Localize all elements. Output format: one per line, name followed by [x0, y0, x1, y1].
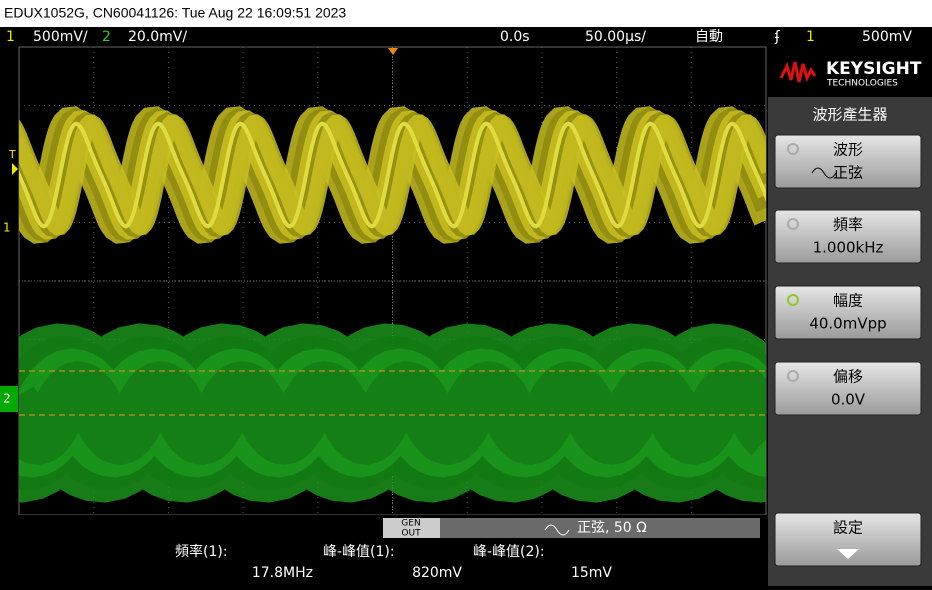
ch2-ground-marker: 2 [3, 392, 11, 406]
logo-area [768, 47, 932, 97]
gen-status: 正弦, 50 Ω [577, 520, 647, 536]
softkey[interactable] [774, 209, 922, 264]
softkey[interactable] [774, 512, 922, 567]
ch2-trace [19, 361, 766, 465]
softkey-label: 幅度 [833, 292, 863, 310]
ch1-trace [19, 121, 766, 229]
ch1-trace [19, 114, 766, 236]
knob-icon [787, 218, 799, 230]
measurement-value: 15mV [571, 565, 612, 581]
waveforms [19, 106, 766, 503]
gen-badge-bottom: OUT [401, 529, 421, 539]
sine-icon [544, 524, 570, 536]
timebase: 50.00µs/ [585, 29, 646, 45]
ch2-marker-box [0, 386, 18, 412]
trigger-arrow [12, 163, 18, 175]
knob-icon [787, 143, 799, 155]
measurement-value: 820mV [412, 565, 462, 581]
menu-title: 波形產生器 [812, 106, 887, 124]
knob-icon [787, 294, 799, 306]
ch1-num: 1 [6, 29, 15, 45]
trigger-level-marker: T [8, 148, 16, 161]
softkey[interactable] [774, 285, 922, 340]
softkey-label: 波形 [833, 141, 863, 159]
softkey-label: 偏移 [833, 368, 863, 386]
header-bar [0, 0, 932, 27]
ch2-num: 2 [102, 29, 111, 45]
softkey-value: 0.0V [831, 391, 866, 409]
ch2-scale: 20.0mV/ [128, 29, 187, 45]
logo-wave [779, 61, 817, 83]
gen-status-bar [440, 518, 760, 538]
measurements: 頻率(1): 17.8MHz 峰-峰值(1): 820mV 峰-峰值(2): 15mV [175, 543, 612, 581]
delay: 0.0s [500, 29, 530, 45]
measurement-label: 峰-峰值(1): [323, 544, 395, 560]
ch1-scale: 500mV/ [33, 29, 88, 45]
softkey-label: 頻率 [833, 216, 863, 234]
measurement-label: 峰-峰值(2): [473, 544, 545, 560]
trigger-slope: ʄ [774, 29, 780, 45]
softkey-value: 正弦 [833, 164, 863, 182]
status-bar [0, 27, 932, 47]
measurement-label: 頻率(1): [175, 543, 228, 560]
down-arrow [837, 549, 859, 559]
gen-badge-top: GEN [401, 519, 420, 529]
trigger-level: 500mV [862, 29, 912, 45]
ch1-ground-marker: 1 [3, 221, 11, 235]
header-title: EDUX1052G, CN60041126: Tue Aug 22 16:09:… [4, 5, 346, 21]
brand-name: KEYSIGHT [826, 59, 922, 79]
trigger-source: 1 [806, 29, 815, 45]
measurement-value: 17.8MHz [252, 565, 313, 581]
softkey-value: 40.0mVpp [809, 315, 886, 333]
brand-sub: TECHNOLOGIES [826, 79, 898, 89]
softkey-label: 設定 [833, 519, 863, 537]
trigger-mode: 自動 [695, 29, 723, 45]
gen-out-badge [383, 518, 440, 538]
softkey[interactable] [774, 134, 922, 189]
sine-icon [811, 167, 837, 179]
trigger-position-marker [388, 48, 398, 55]
softkey-value: 1.000kHz [813, 239, 884, 257]
softkey[interactable] [774, 361, 922, 416]
knob-icon [787, 370, 799, 382]
